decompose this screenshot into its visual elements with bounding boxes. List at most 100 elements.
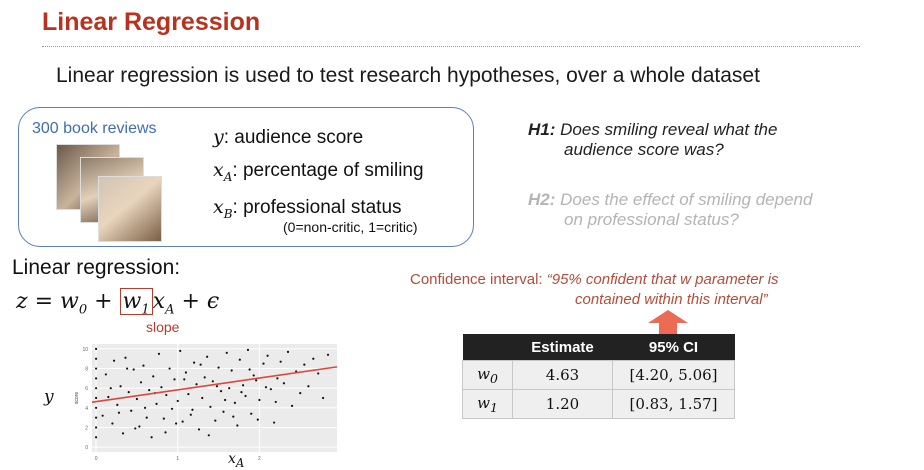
data-point (109, 387, 112, 390)
data-point (195, 383, 198, 386)
data-point (148, 389, 151, 392)
table-row: w1 1.20 [0.83, 1.57] (462, 389, 735, 419)
regression-line (91, 366, 338, 404)
variable-y: y: audience score (213, 126, 364, 148)
data-point (130, 409, 133, 412)
data-point (273, 421, 276, 424)
data-point (132, 368, 135, 371)
data-point (219, 390, 223, 393)
data-point (150, 436, 153, 439)
data-point (230, 369, 233, 372)
y-tick-label: 2 (85, 425, 88, 431)
y-tick-label: 4 (85, 406, 88, 412)
ci-cell: [0.83, 1.57] (612, 389, 735, 419)
header-param (462, 334, 513, 361)
data-point (155, 402, 158, 405)
x-tick-label: 2 (258, 456, 261, 462)
data-point (94, 357, 98, 360)
estimate-cell: 1.20 (512, 389, 613, 419)
data-point (199, 363, 202, 366)
data-point (326, 353, 330, 356)
data-point (175, 422, 178, 425)
data-point (143, 406, 147, 409)
data-point (255, 379, 258, 382)
data-point (269, 388, 272, 391)
up-arrow-icon (648, 310, 688, 336)
data-point (94, 377, 98, 380)
data-point (276, 377, 279, 380)
data-point (215, 385, 219, 388)
data-point (135, 397, 139, 401)
data-point (184, 371, 188, 374)
data-point (134, 427, 137, 430)
data-point (181, 420, 184, 423)
data-point (201, 396, 204, 400)
data-point (152, 375, 155, 378)
dataset-label: 300 book reviews (32, 120, 157, 137)
data-point (262, 362, 265, 365)
plot-background (92, 344, 337, 452)
data-point (322, 396, 325, 400)
w1-highlight: w1 (119, 288, 153, 317)
estimates-table: Estimate 95% CI w0 4.63 [4.20, 5.06] w1 … (462, 334, 735, 419)
data-point (179, 349, 182, 352)
regression-equation: z = w0 + w1 xA + ϵ (16, 288, 220, 318)
scatter-plot: 0 2 4 6 8 10 0 1 2 score (74, 344, 338, 462)
data-point (101, 414, 104, 417)
table-row: w0 4.63 [4.20, 5.06] (462, 360, 735, 390)
data-point (266, 354, 269, 357)
data-point (94, 416, 98, 419)
data-point (121, 432, 125, 435)
data-point (104, 373, 107, 376)
data-point (286, 350, 290, 353)
data-point (238, 358, 241, 361)
data-point (279, 360, 282, 363)
slide-title: Linear Regression (42, 8, 261, 36)
status-note: (0=non-critic, 1=critic) (283, 219, 418, 235)
title-divider (42, 46, 860, 47)
data-point (207, 434, 210, 437)
data-point (117, 411, 121, 414)
data-point (187, 392, 190, 396)
reviewer-photo-3 (98, 176, 162, 242)
y-axis-symbol: y (44, 387, 54, 407)
data-point (250, 412, 253, 415)
data-point (168, 367, 171, 370)
x-tick-label: 0 (95, 456, 98, 462)
data-point (248, 368, 251, 371)
data-point (157, 352, 161, 355)
data-point (258, 398, 261, 402)
y-tick-label: 0 (85, 445, 88, 451)
data-point (116, 403, 119, 406)
param-cell: w1 (462, 389, 513, 419)
data-point (191, 408, 194, 411)
data-point (214, 419, 217, 422)
data-point (303, 363, 306, 366)
data-point (162, 417, 165, 420)
y-tick-label: 8 (85, 367, 88, 373)
data-point (94, 436, 98, 439)
data-point (189, 413, 192, 416)
data-point (240, 391, 243, 394)
data-point (94, 347, 98, 351)
data-point (145, 416, 148, 419)
estimate-cell: 4.63 (512, 360, 613, 390)
data-point (236, 424, 239, 427)
data-point (203, 376, 206, 379)
data-point (217, 366, 220, 369)
data-point (142, 364, 145, 367)
variable-xb: xB: professional status (213, 196, 402, 221)
data-point (164, 431, 167, 434)
slide-subtitle: Linear regression is used to test resear… (56, 64, 760, 87)
data-point (225, 351, 228, 354)
confidence-interval-note: Confidence interval: “95% confident that… (410, 271, 779, 308)
x-axis-symbol: xA (228, 451, 245, 470)
data-point (299, 391, 302, 395)
data-point (119, 385, 122, 388)
data-point (209, 405, 212, 408)
data-point (107, 395, 110, 399)
data-point (94, 426, 98, 429)
data-point (138, 425, 141, 428)
data-point (274, 400, 277, 404)
data-point (307, 385, 310, 388)
